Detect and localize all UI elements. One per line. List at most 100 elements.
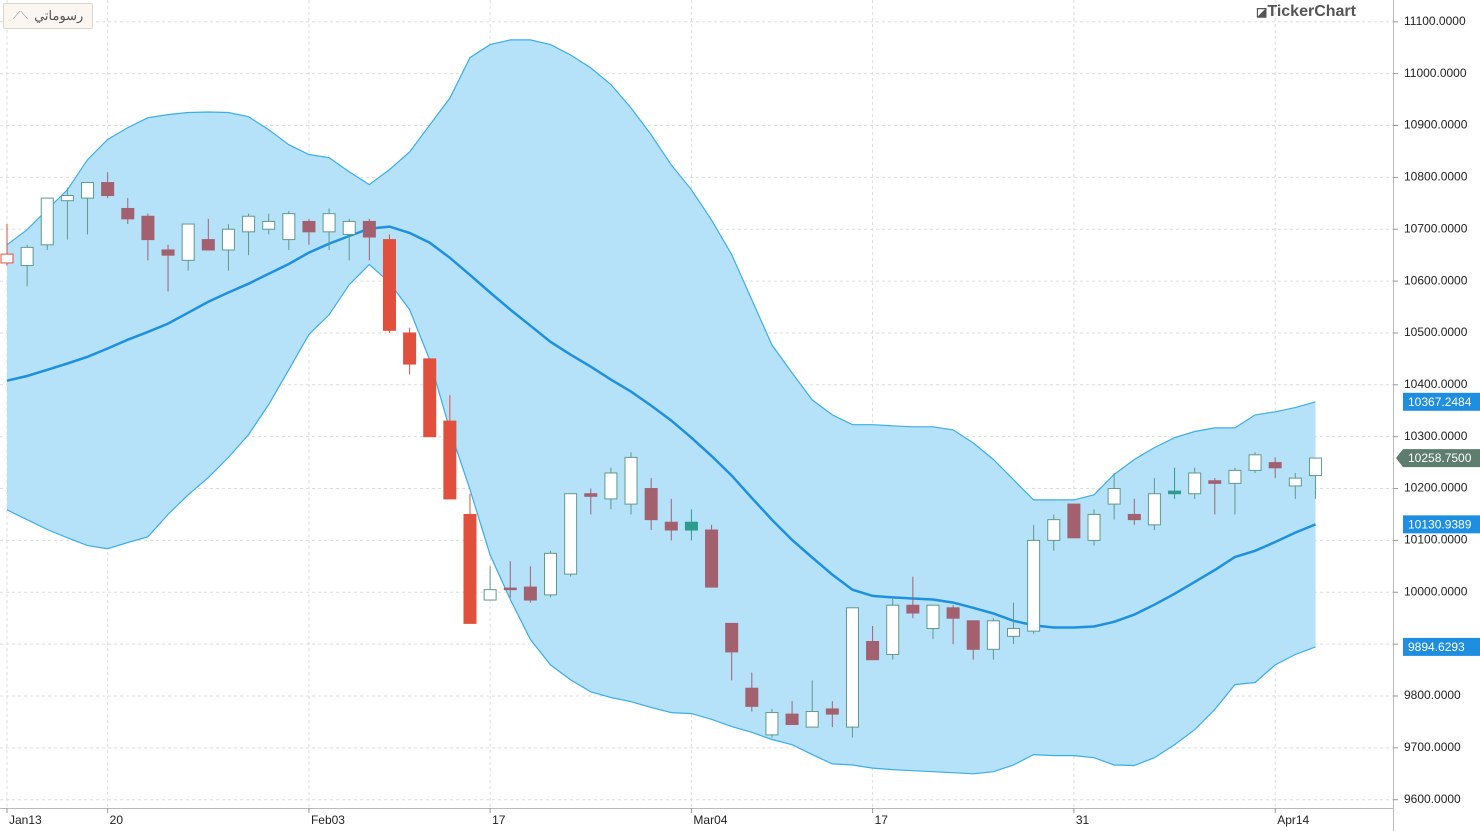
lower-band: [6, 263, 1316, 775]
brand-text: TickerChart: [1267, 3, 1356, 20]
price-tag-label: 10130.9389: [1408, 518, 1472, 532]
candle-body: [705, 529, 719, 588]
candle-body: [463, 513, 477, 624]
candle-body: [1248, 454, 1262, 471]
price-tag-label: 10367.2484: [1408, 395, 1472, 409]
candle-body: [644, 488, 658, 521]
price-tag: [1396, 449, 1480, 468]
candle-body: [101, 182, 115, 197]
x-tick-label: 20: [110, 813, 124, 827]
y-tick-label: 9800.0000: [1404, 688, 1461, 702]
candle-body: [624, 456, 638, 505]
brand-logo: ◪TickerChart: [1256, 3, 1356, 21]
candle-body: [1127, 513, 1141, 521]
candle-body: [40, 197, 54, 246]
candle-body: [926, 604, 940, 630]
y-tick-label: 10000.0000: [1404, 584, 1468, 598]
y-tick-label: 10900.0000: [1404, 118, 1468, 132]
candle-body: [765, 712, 779, 736]
price-tag-label: 10258.7500: [1408, 451, 1472, 465]
x-tick-label: 17: [492, 813, 506, 827]
candle-body: [1268, 462, 1282, 469]
candle-body: [1107, 488, 1121, 505]
candle-body: [503, 587, 517, 591]
candle-body: [1067, 503, 1081, 539]
candle-body: [1288, 477, 1302, 487]
candle-body: [523, 586, 537, 601]
candle-body: [1007, 628, 1020, 637]
candle-body: [564, 493, 578, 575]
candle-body: [745, 687, 759, 707]
y-tick-label: 11000.0000: [1404, 66, 1467, 80]
candle-body: [423, 358, 437, 438]
y-tick-label: 10300.0000: [1404, 429, 1468, 443]
y-tick-label: 10600.0000: [1404, 273, 1468, 287]
candle-body: [604, 472, 618, 500]
candle-body: [684, 521, 698, 531]
candle-body: [161, 249, 175, 256]
candle-body: [805, 711, 819, 728]
candle-body: [1047, 519, 1061, 541]
candles: [0, 172, 1322, 738]
candle-body: [1188, 472, 1202, 495]
candle-body: [362, 220, 376, 238]
candle-body: [403, 332, 417, 365]
y-tick-label: 9700.0000: [1404, 740, 1461, 754]
x-tick-label: Jan13: [9, 813, 42, 827]
candle-body: [60, 195, 74, 202]
candle-body: [966, 620, 980, 650]
candle-body: [201, 239, 215, 251]
candle-body: [1308, 457, 1322, 477]
candle-body: [1027, 539, 1041, 632]
candle-body: [302, 220, 316, 233]
candle-body: [1208, 480, 1222, 484]
candle-body: [986, 620, 1000, 650]
icon: ⟋⟍: [12, 9, 29, 22]
y-tick-label: 10400.0000: [1404, 377, 1468, 391]
axes: 9600.00009700.00009800.00009900.00001000…: [6, 14, 1480, 827]
price-tag: [1403, 515, 1480, 534]
x-tick-label: Mar04: [693, 813, 727, 827]
candle-body: [946, 607, 960, 619]
candle-body: [886, 604, 900, 655]
candle-body: [725, 622, 739, 653]
y-tick-label: 9600.0000: [1404, 792, 1461, 806]
my-charts-button[interactable]: ⟋⟍ رسوماتي: [3, 3, 93, 29]
x-tick-label: 17: [875, 813, 889, 827]
middle-band: [6, 225, 1316, 629]
logo-icon: ◪: [1256, 5, 1268, 19]
price-tag-label: 9894.6293: [1408, 640, 1465, 654]
candle-body: [785, 713, 799, 726]
candle-body: [483, 589, 497, 601]
y-tick-label: 10700.0000: [1404, 221, 1468, 235]
x-tick-label: Apr14: [1277, 813, 1309, 827]
candle-body: [0, 253, 14, 264]
candle-body: [322, 213, 336, 233]
price-tag: [1403, 392, 1480, 411]
y-tick-label: 10800.0000: [1404, 170, 1468, 184]
candle-body: [262, 220, 276, 230]
candle-body: [825, 708, 839, 715]
price-tag: [1403, 637, 1480, 656]
candle-body: [866, 641, 880, 661]
candle-body: [845, 607, 859, 728]
candle-body: [121, 207, 135, 220]
y-tick-label: 10200.0000: [1404, 481, 1468, 495]
candle-body: [443, 420, 457, 500]
candle-body: [906, 604, 920, 614]
y-tick-label: 11100.0000: [1404, 14, 1466, 28]
candle-body: [544, 552, 558, 596]
candle-body: [584, 493, 598, 497]
candle-body: [664, 521, 678, 531]
y-tick-label: 10100.0000: [1404, 533, 1468, 547]
candle-body: [1168, 490, 1182, 495]
upper-band: [6, 39, 1316, 501]
x-tick-label: Feb03: [311, 813, 345, 827]
candle-body: [1147, 493, 1161, 526]
button-label: رسوماتي: [34, 8, 84, 23]
y-tick-label: 10500.0000: [1404, 325, 1468, 339]
candle-body: [20, 246, 34, 267]
candle-body: [382, 239, 396, 331]
